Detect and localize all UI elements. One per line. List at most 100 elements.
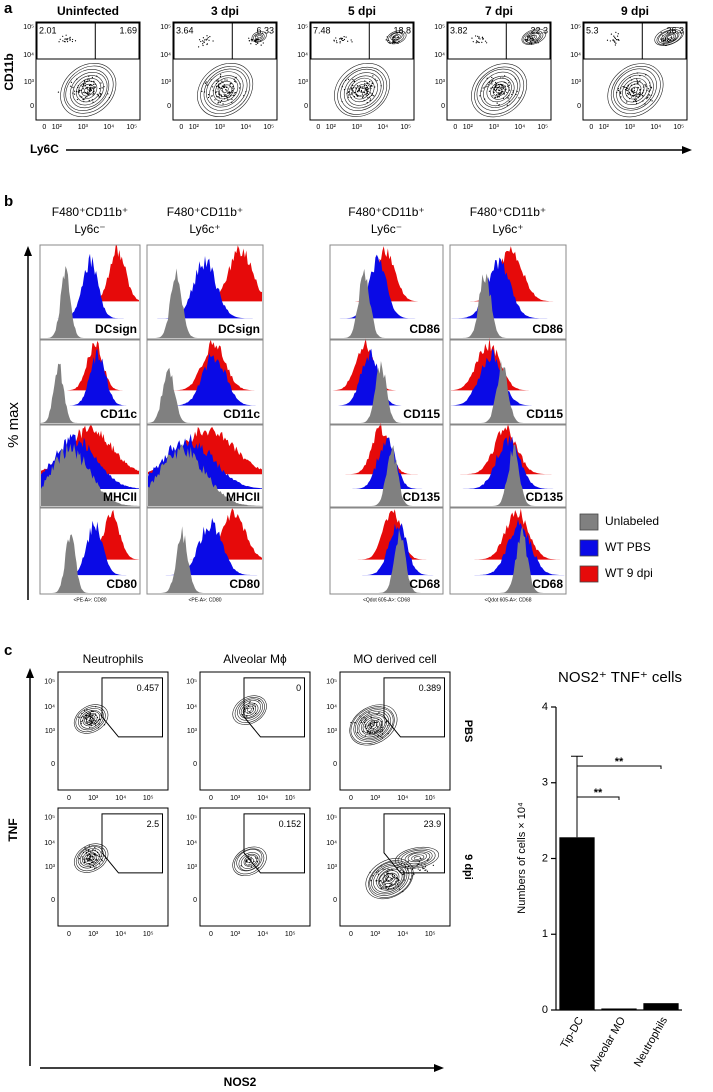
histogram <box>331 348 442 406</box>
event-dot <box>355 88 357 90</box>
contour <box>200 66 251 115</box>
event-dot <box>224 79 226 81</box>
panel-label: a <box>4 0 13 17</box>
event-dot <box>376 721 378 724</box>
event-dot <box>90 84 92 86</box>
event-dot <box>363 84 366 87</box>
event-dot <box>644 84 646 86</box>
event-dot <box>376 713 378 716</box>
event-dot <box>649 82 651 84</box>
event-dot <box>362 730 364 733</box>
event-dot <box>94 713 96 715</box>
contour <box>622 78 648 103</box>
event-dot <box>660 31 662 34</box>
contour <box>385 874 394 882</box>
event-dot <box>88 93 90 95</box>
event-dot <box>358 88 360 91</box>
event-dot <box>491 83 493 85</box>
event-dot <box>501 86 503 88</box>
event-dot <box>92 865 95 867</box>
event-dot <box>66 39 68 41</box>
significance-label: ** <box>594 787 603 799</box>
contour <box>239 700 261 719</box>
panel-label: b <box>4 193 13 210</box>
event-dot <box>374 732 376 734</box>
contour <box>237 698 263 721</box>
plot-frame <box>39 244 141 340</box>
x-tick-label: 10⁴ <box>514 124 525 131</box>
event-dot <box>385 720 387 723</box>
marker-label: DCsign <box>95 322 137 336</box>
event-dot <box>524 39 526 41</box>
event-dot <box>101 87 103 89</box>
event-dot <box>397 37 399 39</box>
plot-title: 9 dpi <box>621 4 649 18</box>
contour <box>205 71 244 108</box>
event-dot <box>97 727 100 729</box>
gate <box>243 813 305 874</box>
event-dot <box>91 87 93 89</box>
event-dot <box>239 83 241 85</box>
event-dot <box>352 90 354 92</box>
event-dot <box>220 100 223 102</box>
event-dot <box>252 706 254 708</box>
event-dot <box>476 40 478 42</box>
contour <box>381 872 398 887</box>
event-dot <box>481 41 483 43</box>
event-dot <box>614 41 616 43</box>
event-dot <box>103 724 106 726</box>
event-dot <box>368 712 370 714</box>
event-dot <box>90 856 92 858</box>
event-dot <box>371 85 373 87</box>
contour <box>411 854 425 862</box>
event-dot <box>666 40 668 42</box>
event-dot <box>96 716 99 719</box>
event-dot <box>354 722 356 724</box>
event-dot <box>218 101 220 103</box>
event-dot <box>504 85 506 87</box>
event-dot <box>94 83 96 85</box>
event-dot <box>636 78 638 80</box>
event-dot <box>58 41 60 43</box>
contour <box>72 75 104 106</box>
contour <box>244 857 254 866</box>
event-dot <box>93 858 95 861</box>
event-dot <box>499 88 501 90</box>
event-dot <box>393 41 395 43</box>
event-dot <box>204 39 206 41</box>
event-dot <box>231 87 234 89</box>
event-dot <box>357 91 359 93</box>
event-dot <box>362 96 364 98</box>
event-dot <box>90 861 92 863</box>
significance-bracket <box>576 765 662 769</box>
event-dot <box>95 706 97 708</box>
plot-title: 7 dpi <box>485 4 513 18</box>
y-tick-label: 10³ <box>435 79 446 86</box>
event-dot <box>392 869 394 871</box>
contour <box>368 721 378 730</box>
event-dot <box>505 82 507 84</box>
axis-caption: <Qdot 605-A>: CD68 <box>363 597 410 603</box>
column-title: Neutrophils <box>83 652 144 666</box>
y-tick-label: 10³ <box>161 79 172 86</box>
event-dot <box>488 82 490 84</box>
marker-label: CD86 <box>409 322 440 336</box>
event-dot <box>85 849 87 851</box>
event-dot <box>387 868 389 870</box>
histogram <box>451 246 565 302</box>
event-dot <box>348 94 350 96</box>
plot-title: 5 dpi <box>348 4 376 18</box>
event-dot <box>92 720 95 722</box>
event-dot <box>376 730 378 732</box>
event-dot <box>403 870 405 873</box>
column-header: F480⁺CD11b⁺ <box>348 205 424 219</box>
event-dot <box>233 92 235 94</box>
contour <box>394 846 440 869</box>
event-dot <box>397 885 400 887</box>
x-tick-label: 10⁵ <box>285 931 296 938</box>
event-dot <box>384 884 386 886</box>
event-dot <box>386 886 388 888</box>
event-dot <box>96 859 98 861</box>
event-dot <box>624 88 627 91</box>
contour <box>397 848 436 868</box>
